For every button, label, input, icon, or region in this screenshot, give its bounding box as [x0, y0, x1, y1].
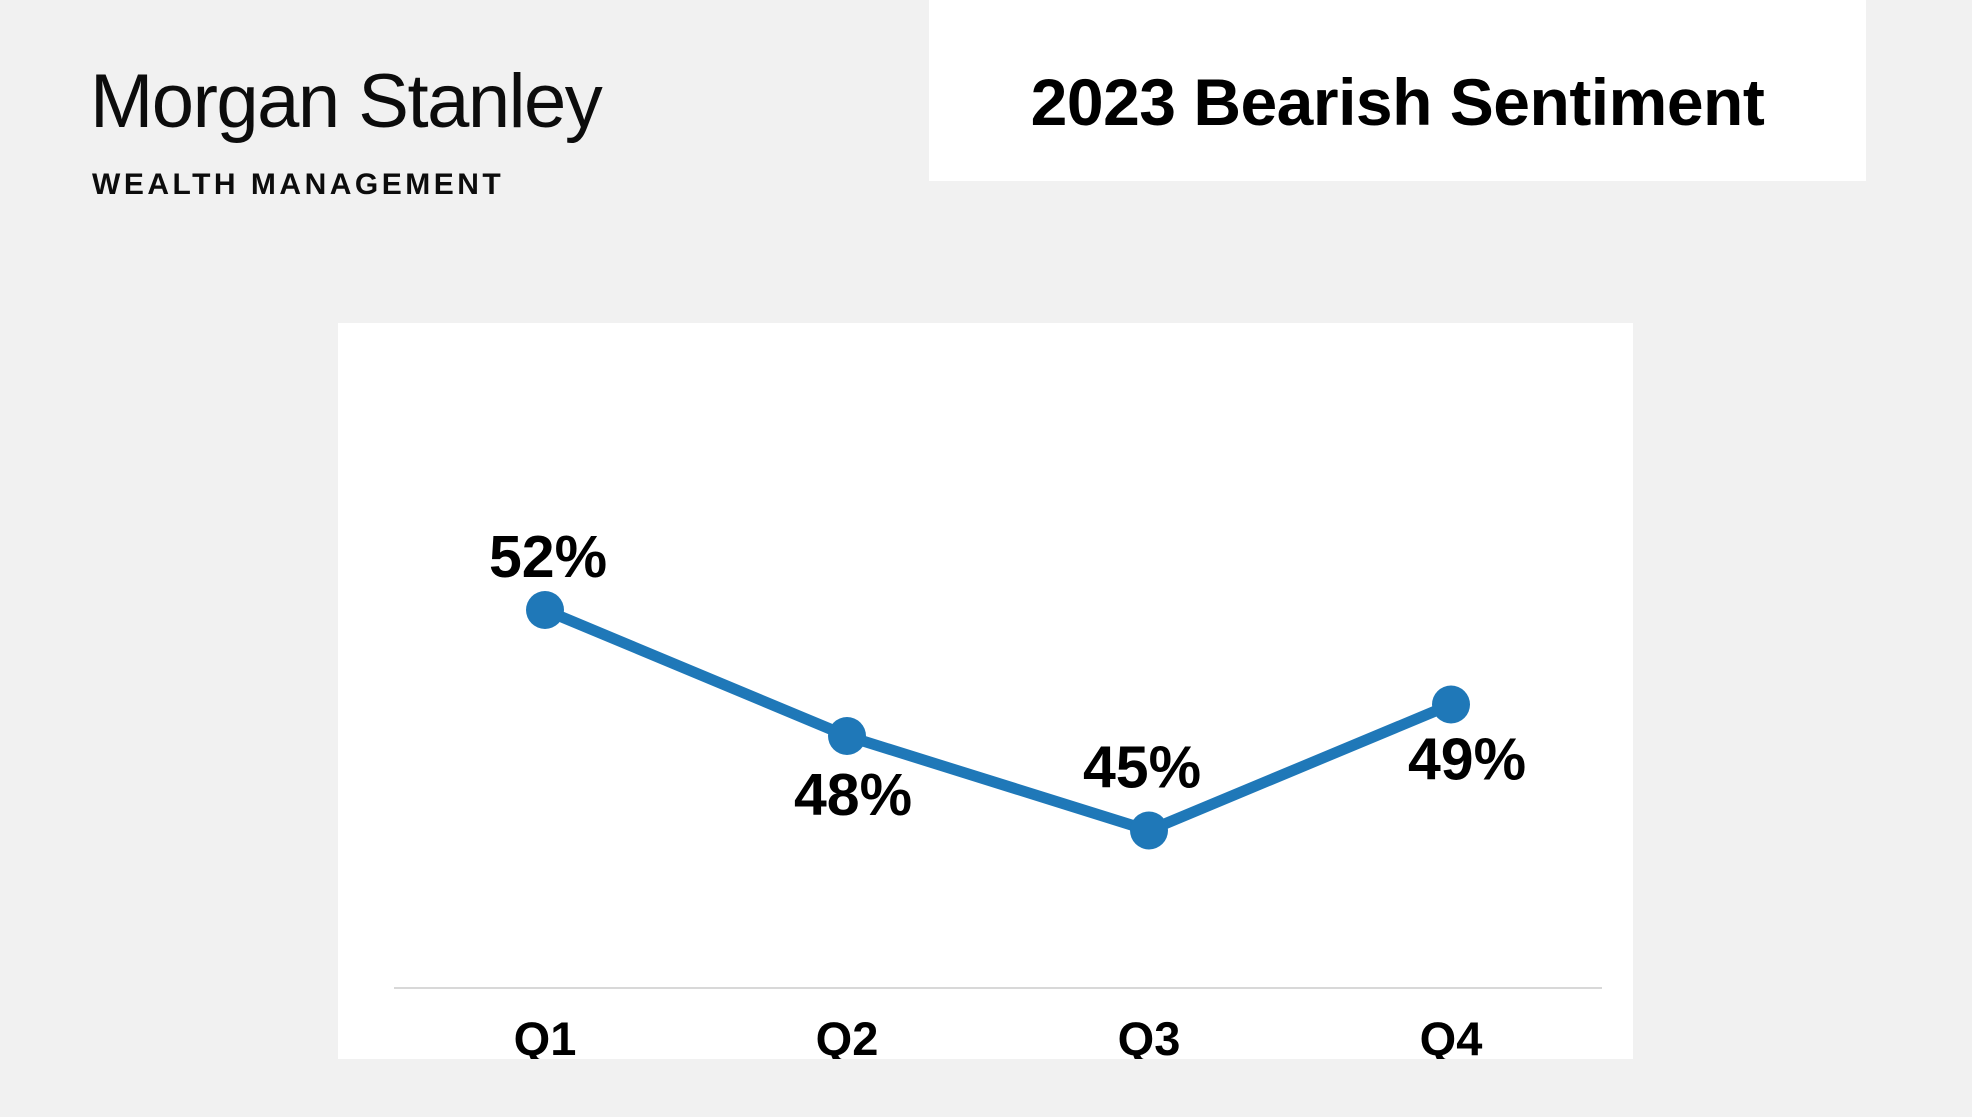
data-label-q4: 49% — [1408, 727, 1526, 793]
sentiment-series-line — [539, 604, 1457, 836]
data-label-q3: 45% — [1083, 735, 1201, 801]
chart-card: 52% Q1 48% Q2 45% Q3 49% Q4 — [338, 323, 1633, 1059]
morgan-stanley-logo: Morgan Stanley — [90, 59, 603, 144]
data-point-q1 — [526, 591, 564, 629]
x-axis-label-q3: Q3 — [1118, 1012, 1181, 1059]
x-axis-label-q1: Q1 — [514, 1012, 577, 1059]
sentiment-line-chart: 52% Q1 48% Q2 45% Q3 49% Q4 — [394, 524, 1602, 1059]
title-card: 2023 Bearish Sentiment — [929, 0, 1866, 181]
data-point-q4 — [1432, 685, 1470, 724]
chart-title: 2023 Bearish Sentiment — [1030, 64, 1765, 139]
x-axis-label-q2: Q2 — [816, 1012, 879, 1059]
data-point-q3 — [1130, 811, 1168, 850]
x-axis-label-q4: Q4 — [1420, 1012, 1483, 1059]
data-label-q2: 48% — [794, 762, 912, 828]
data-point-q2 — [828, 717, 866, 755]
wealth-management-label: WEALTH MANAGEMENT — [92, 168, 505, 201]
data-label-q1: 52% — [489, 524, 607, 590]
brand-block: Morgan Stanley WEALTH MANAGEMENT — [90, 59, 603, 201]
